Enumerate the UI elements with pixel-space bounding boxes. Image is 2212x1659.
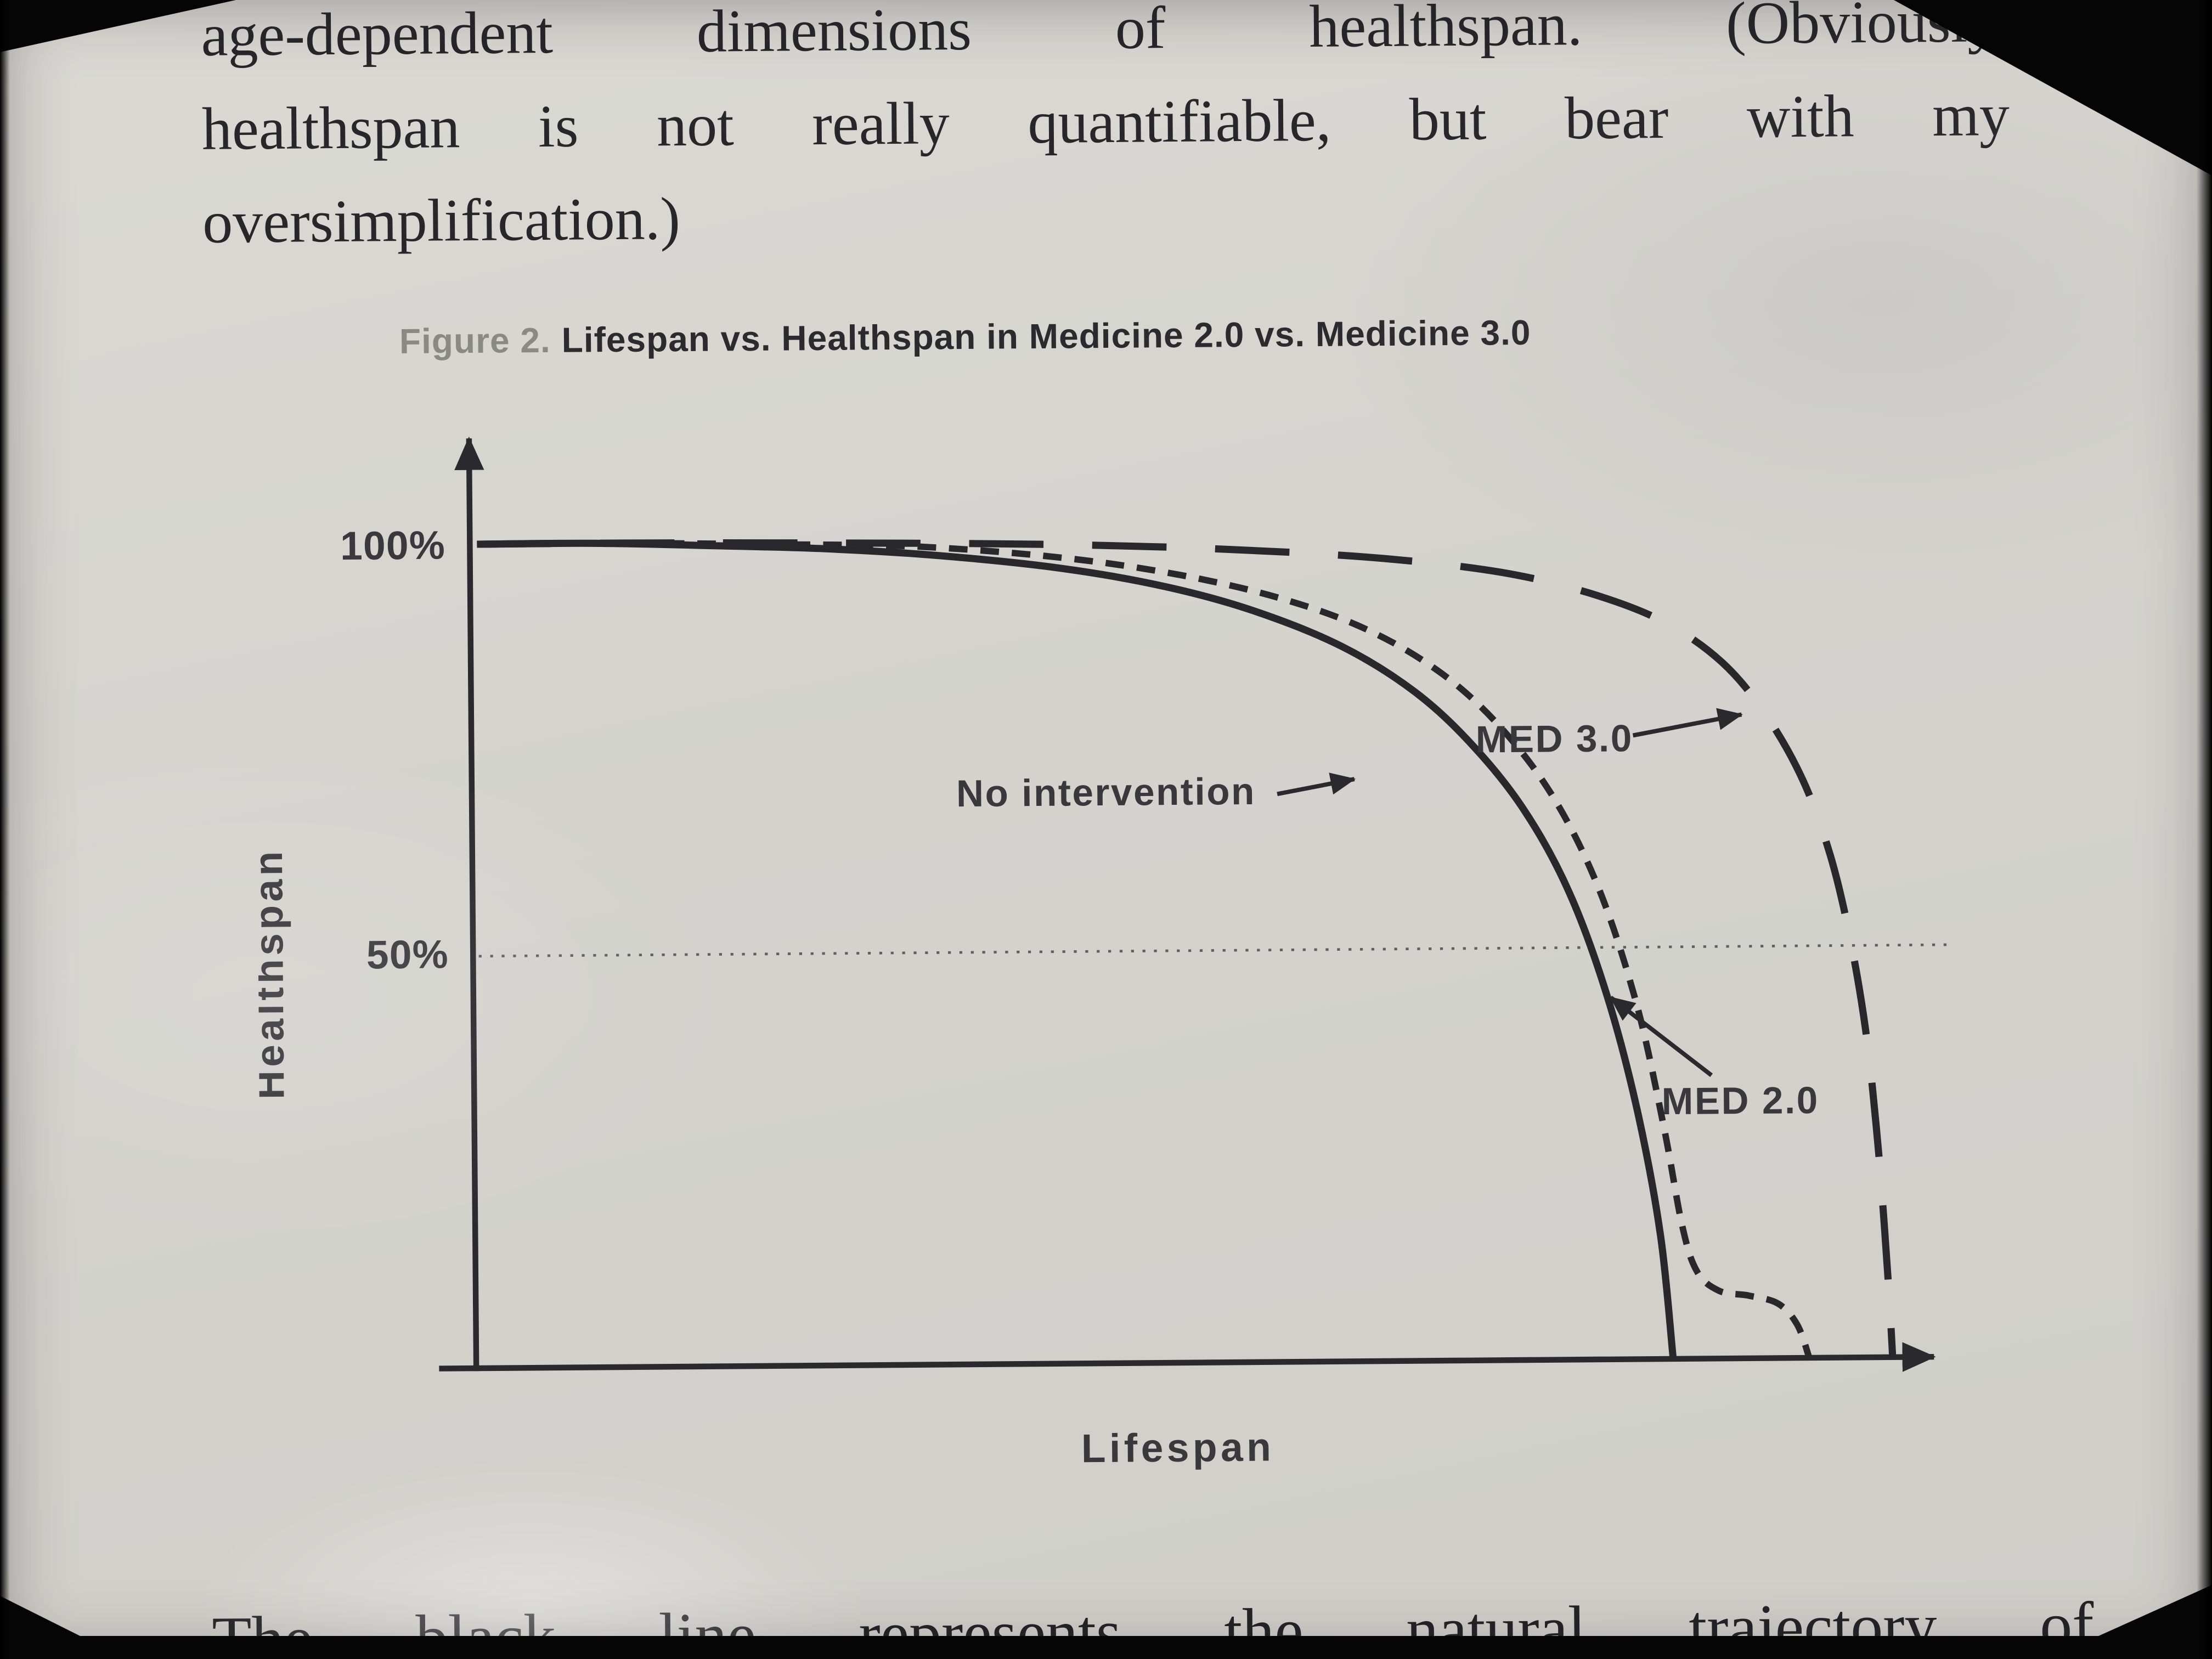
bezel-edge-right (2197, 0, 2212, 1659)
y-axis (454, 436, 484, 1372)
med-3-curve (477, 539, 1897, 1358)
annotation-med-3: MED 3.0 (1475, 716, 1633, 760)
y-tick-50: 50% (366, 932, 449, 977)
body-text-line: healthspan is not really quantifiable, b… (201, 81, 2010, 162)
body-text-line: oversimplification.) (202, 185, 681, 256)
x-axis-label: Lifespan (1081, 1425, 1275, 1471)
figure-caption: Figure 2. Lifespan vs. Healthspan in Medi… (399, 312, 1531, 362)
no-intervention-curve (477, 539, 1677, 1359)
annotation-arrow-med-2 (1609, 995, 1713, 1077)
annotation-arrow-med-3 (1632, 708, 1743, 738)
bezel-edge-left (0, 0, 10, 1659)
y-tick-100: 100% (340, 523, 446, 569)
lifespan-healthspan-chart: 100% 50% Lifespan Healthspan No interven… (254, 436, 1950, 1471)
y-axis-label: Healthspan (254, 848, 293, 1099)
gridline-50-percent (478, 943, 1950, 958)
annotation-med-2: MED 2.0 (1661, 1079, 1819, 1122)
bezel-edge-bottom (0, 1636, 2212, 1659)
figure-caption-title: Lifespan vs. Healthspan in Medicine 2.0 … (561, 312, 1531, 360)
figure-caption-number: Figure 2. (399, 320, 551, 362)
x-axis (439, 1342, 1936, 1372)
body-paragraph-top: age-dependent dimensions of healthspan. … (201, 0, 2011, 269)
annotation-no-intervention: No intervention (956, 770, 1256, 815)
annotation-arrow-no-intervention (1277, 772, 1356, 797)
